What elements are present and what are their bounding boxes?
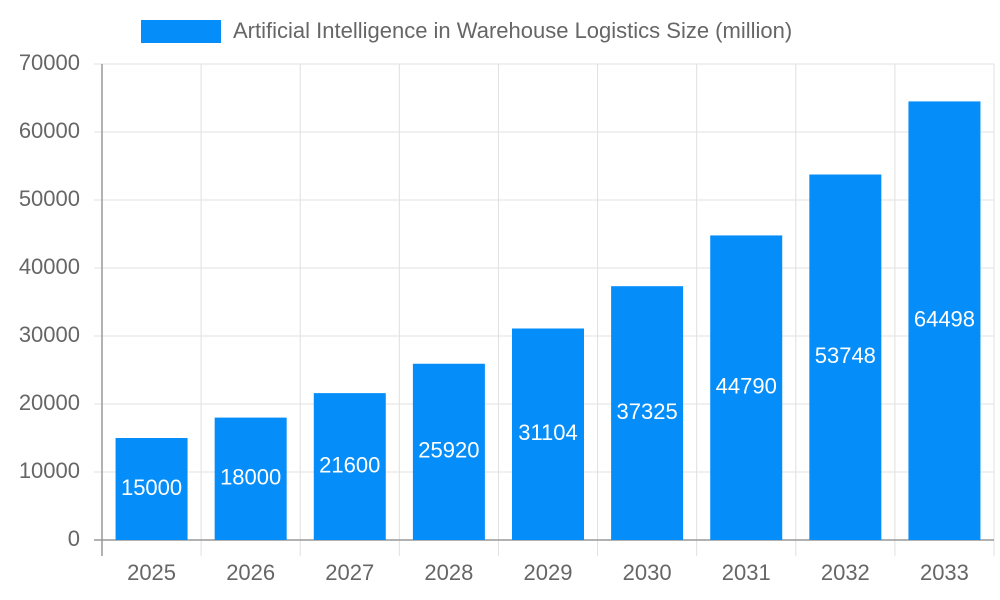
x-tick-label: 2033 [920, 560, 969, 585]
value-label: 21600 [319, 452, 380, 477]
bar [115, 438, 188, 540]
value-label: 44790 [716, 374, 777, 399]
y-tick-label: 30000 [19, 322, 80, 347]
y-tick-label: 10000 [19, 458, 80, 483]
x-tick-label: 2029 [524, 560, 573, 585]
value-label: 37325 [617, 399, 678, 424]
bar [908, 101, 981, 540]
bar [214, 417, 287, 540]
y-tick-label: 60000 [19, 118, 80, 143]
x-tick-label: 2025 [127, 560, 176, 585]
y-tick-label: 40000 [19, 254, 80, 279]
bar [710, 235, 783, 541]
value-label: 31104 [518, 420, 578, 445]
bar [512, 328, 584, 540]
value-label: 53748 [815, 343, 876, 368]
value-label: 25920 [418, 438, 479, 463]
value-label: 64498 [914, 307, 975, 332]
y-tick-label: 50000 [19, 186, 80, 211]
x-tick-label: 2030 [623, 560, 672, 585]
bar [809, 174, 882, 540]
x-tick-label: 2032 [821, 560, 870, 585]
x-tick-label: 2026 [226, 560, 275, 585]
x-tick-label: 2027 [325, 560, 374, 585]
y-tick-label: 20000 [19, 390, 80, 415]
y-tick-label: 0 [68, 526, 80, 551]
value-label: 18000 [220, 465, 281, 490]
bar [313, 393, 386, 540]
value-label: 15000 [121, 475, 182, 500]
x-tick-label: 2028 [424, 560, 473, 585]
x-tick-label: 2031 [722, 560, 771, 585]
bar [611, 286, 684, 540]
y-tick-label: 70000 [19, 50, 80, 75]
legend-label: Artificial Intelligence in Warehouse Log… [233, 18, 792, 43]
legend-swatch [141, 20, 221, 43]
bar [412, 363, 485, 540]
